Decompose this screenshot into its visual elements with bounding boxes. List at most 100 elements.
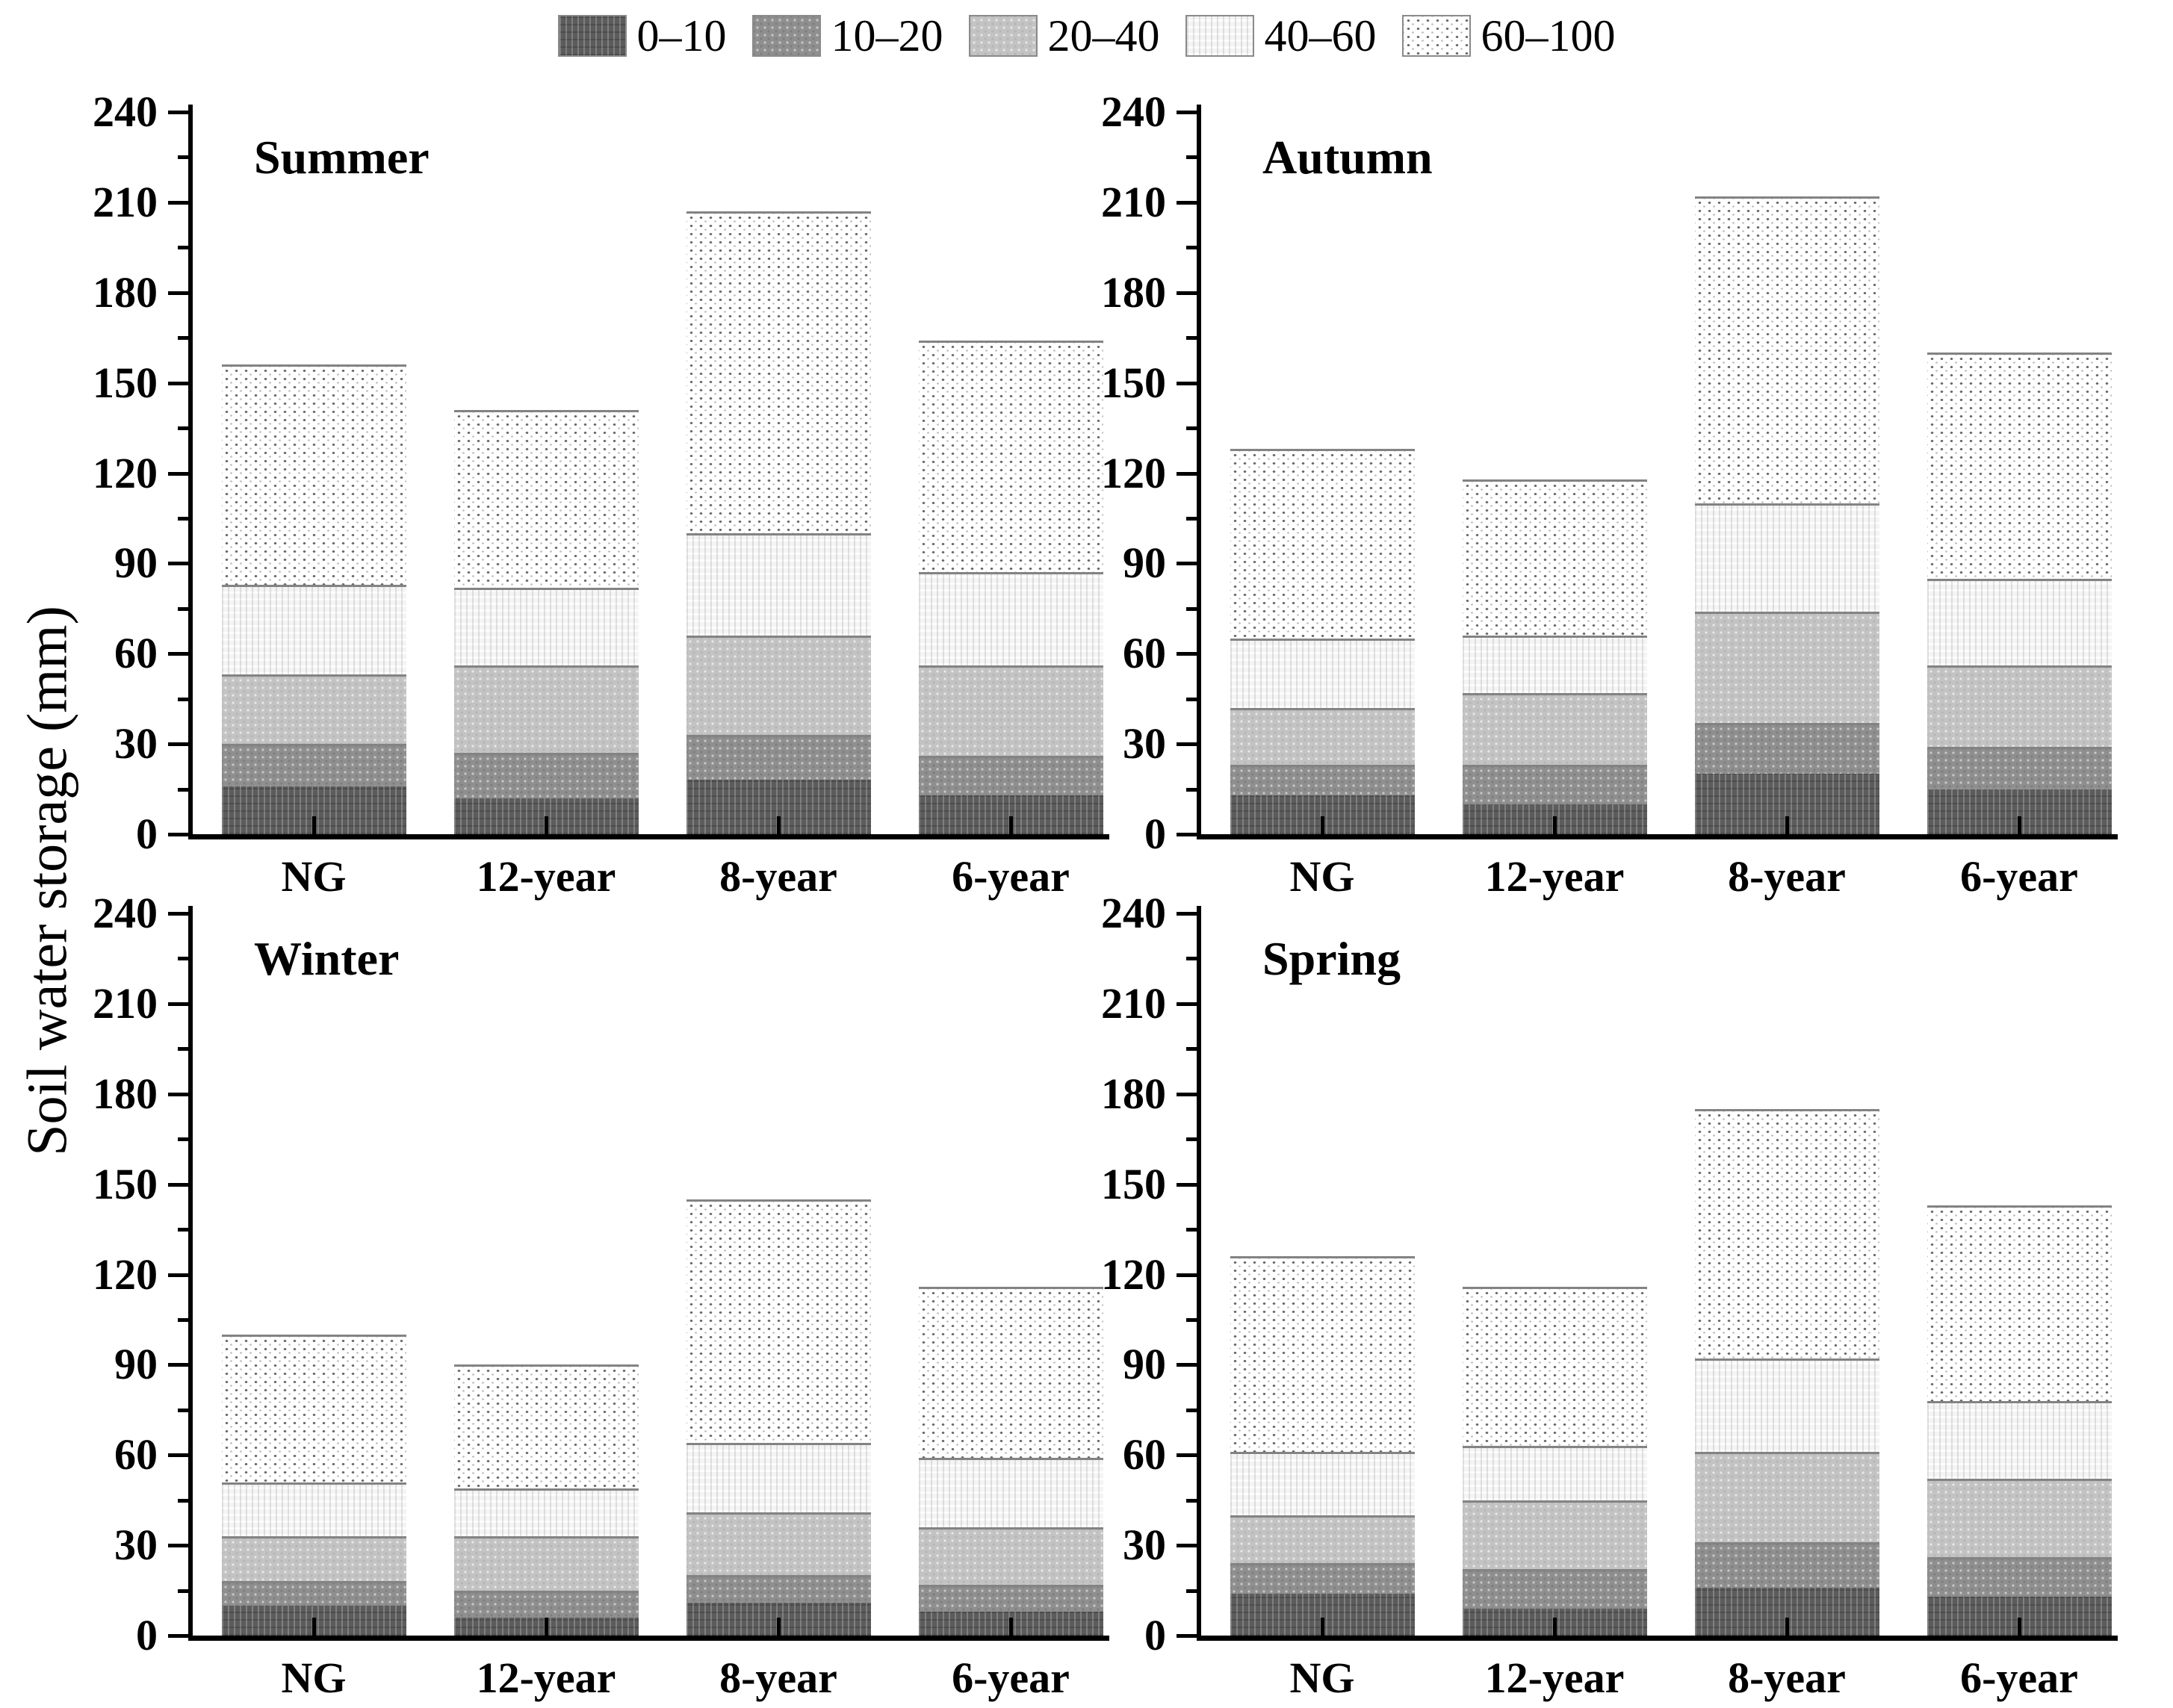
- y-tick-label: 150: [93, 1159, 158, 1208]
- x-axis-tick: [1009, 816, 1013, 834]
- legend-label: 10–20: [831, 11, 943, 60]
- bar-segment-60-100: [686, 211, 871, 534]
- bar-segment-10-20: [453, 1590, 639, 1618]
- y-axis-tick: [1186, 606, 1197, 611]
- y-tick-label: 150: [93, 358, 158, 407]
- legend-item: 40–60: [1185, 13, 1377, 58]
- x-axis-tick: [1785, 816, 1789, 834]
- x-axis-tick: [1009, 1618, 1013, 1636]
- y-axis-tick: [1186, 1589, 1197, 1593]
- y-tick-label: 60: [114, 1430, 158, 1479]
- x-axis-tick: [312, 1618, 316, 1636]
- legend-swatch-1: [557, 15, 627, 57]
- bar-autumn-NG: [1230, 449, 1415, 834]
- y-axis-tick: [178, 426, 188, 431]
- x-axis-tick: [2018, 1618, 2021, 1636]
- y-tick-label: 30: [1123, 1521, 1166, 1570]
- bar-segment-20-40: [1694, 611, 1879, 723]
- y-tick-label: 210: [93, 978, 158, 1028]
- y-tick-label: 240: [1101, 889, 1166, 937]
- x-axis: [1197, 834, 2118, 839]
- bar-summer-NG: [221, 364, 406, 834]
- y-axis-tick: [178, 1589, 188, 1593]
- y-axis-tick: [178, 787, 188, 792]
- y-axis: [1197, 906, 1201, 1638]
- bar-segment-40-60: [1694, 1358, 1879, 1453]
- x-tick-label: 8-year: [719, 1653, 837, 1702]
- y-tick-label: 180: [93, 1069, 158, 1118]
- bar-segment-20-40: [1462, 692, 1647, 766]
- legend-label: 20–40: [1047, 11, 1160, 60]
- y-axis-tick: [1177, 1273, 1197, 1277]
- y-axis-tick: [1177, 1363, 1197, 1367]
- y-axis-tick: [1177, 742, 1197, 747]
- y-axis-tick: [168, 833, 188, 836]
- bar-winter-12-year: [453, 1364, 639, 1636]
- bar-segment-40-60: [1926, 578, 2112, 666]
- bar-winter-NG: [221, 1335, 406, 1636]
- x-tick-label: NG: [281, 1653, 347, 1702]
- y-tick-label: 0: [136, 1611, 158, 1659]
- x-tick-label: 12-year: [476, 1653, 616, 1702]
- y-tick-label: 60: [1123, 629, 1166, 678]
- y-axis-tick: [168, 1453, 188, 1458]
- y-tick-label: 30: [1123, 719, 1166, 768]
- y-axis-tick: [178, 1228, 188, 1232]
- x-axis-tick: [1553, 816, 1557, 834]
- bar-segment-20-40: [453, 665, 639, 754]
- y-tick-label: 90: [1123, 1340, 1166, 1389]
- y-axis-tick: [1186, 957, 1197, 961]
- bar-segment-20-40: [686, 636, 871, 736]
- legend-swatch-5: [1401, 15, 1471, 57]
- y-tick-label: 210: [93, 177, 158, 226]
- bar-segment-10-20: [1230, 1563, 1415, 1594]
- x-axis-tick: [545, 1618, 548, 1636]
- y-axis-tick: [178, 1047, 188, 1052]
- bar-segment-20-40: [1462, 1500, 1647, 1570]
- legend-swatch-2: [751, 15, 821, 57]
- y-tick-label: 90: [1123, 538, 1166, 588]
- bar-autumn-6-year: [1926, 353, 2112, 834]
- y-axis-tick: [178, 606, 188, 611]
- y-axis-tick: [168, 1544, 188, 1548]
- bar-segment-60-100: [918, 341, 1103, 573]
- y-axis-tick: [1177, 200, 1197, 205]
- panel-title: Autumn: [1262, 131, 1433, 184]
- y-axis-tick: [178, 1408, 188, 1412]
- y-tick-label: 150: [1101, 358, 1166, 407]
- bar-segment-20-40: [1926, 665, 2112, 748]
- bar-segment-10-20: [918, 1584, 1103, 1612]
- bar-segment-60-100: [918, 1286, 1103, 1459]
- y-tick-label: 120: [1101, 448, 1166, 497]
- bar-segment-60-100: [221, 364, 406, 585]
- y-axis-tick: [168, 652, 188, 656]
- bar-winter-6-year: [918, 1286, 1103, 1636]
- bar-segment-20-40: [918, 665, 1103, 757]
- y-axis-tick: [168, 1363, 188, 1367]
- bar-segment-20-40: [221, 674, 406, 745]
- bar-segment-60-100: [1462, 479, 1647, 636]
- y-axis-tick: [178, 957, 188, 961]
- bar-segment-40-60: [1462, 636, 1647, 693]
- bar-segment-60-100: [1694, 1108, 1879, 1359]
- legend: 0–10 10–20 20–40 40–60 60–100: [0, 13, 2173, 58]
- x-axis-tick: [777, 1618, 781, 1636]
- legend-label: 0–10: [636, 11, 727, 60]
- bar-segment-20-40: [1230, 707, 1415, 766]
- x-tick-label: 12-year: [476, 852, 616, 901]
- bar-segment-40-60: [1230, 639, 1415, 708]
- y-axis-tick: [168, 471, 188, 476]
- y-axis-tick: [168, 1092, 188, 1096]
- y-tick-label: 120: [93, 1249, 158, 1299]
- y-axis-tick: [1186, 1408, 1197, 1412]
- x-axis-tick: [545, 816, 548, 834]
- y-tick-label: 180: [93, 267, 158, 317]
- x-tick-label: 8-year: [1728, 852, 1846, 901]
- bar-segment-40-60: [918, 572, 1103, 666]
- y-axis-tick: [1177, 291, 1197, 295]
- y-axis: [1197, 105, 1201, 836]
- y-axis-tick: [178, 1498, 188, 1503]
- bar-segment-10-20: [221, 1581, 406, 1606]
- bar-segment-40-60: [221, 1482, 406, 1537]
- bar-segment-60-100: [1926, 353, 2112, 579]
